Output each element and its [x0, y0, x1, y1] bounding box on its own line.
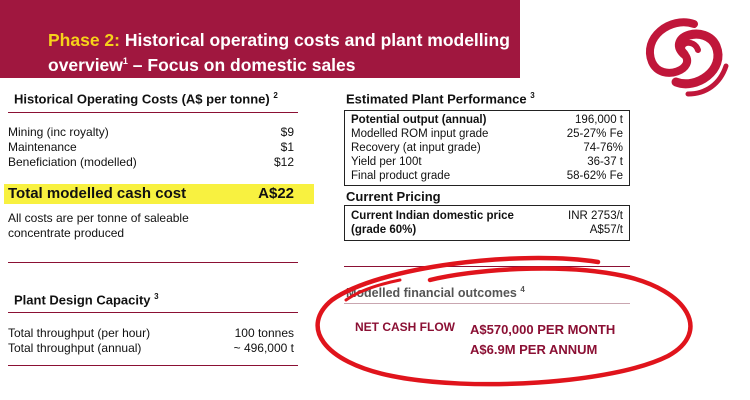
- cost-label: Beneficiation (modelled): [8, 155, 137, 169]
- performance-label: Modelled ROM input grade: [351, 128, 489, 140]
- title-part-2: overview: [48, 54, 123, 75]
- performance-label: Yield per 100t: [351, 156, 422, 168]
- pricing-table: Current Indian domestic price INR 2753/t…: [344, 205, 630, 241]
- performance-value: 58-62% Fe: [566, 170, 623, 182]
- design-capacity-bottom-divider: [8, 365, 298, 366]
- financial-outcomes-title: Modelled financial outcomes 4: [346, 285, 525, 300]
- cost-value: $1: [280, 140, 294, 154]
- historical-costs-footnote: 2: [273, 91, 278, 100]
- title-part-1: Historical operating costs and plant mod…: [119, 30, 510, 50]
- capacity-value: 100 tonnes: [234, 326, 294, 340]
- performance-value: 36-37 t: [587, 156, 623, 168]
- page-title: Phase 2: Historical operating costs and …: [48, 30, 518, 76]
- highlighter-mark: [4, 184, 314, 204]
- header-banner: Phase 2: Historical operating costs and …: [0, 0, 520, 78]
- phase-label: Phase 2:: [48, 30, 120, 50]
- performance-title: Estimated Plant Performance 3: [346, 91, 535, 106]
- capacity-label: Total throughput (annual): [8, 341, 142, 355]
- pricing-value-aud: A$57/t: [589, 224, 623, 236]
- performance-label: Final product grade: [351, 170, 451, 182]
- performance-table: Potential output (annual) 196,000 t Mode…: [344, 110, 630, 186]
- performance-label: Recovery (at input grade): [351, 142, 481, 154]
- performance-footnote: 3: [530, 91, 535, 100]
- net-cash-flow-annual: A$6.9M PER ANNUM: [470, 342, 598, 357]
- design-capacity-title-text: Plant Design Capacity: [14, 292, 151, 308]
- capacity-label: Total throughput (per hour): [8, 326, 151, 340]
- cost-label: Mining (inc royalty): [8, 125, 109, 139]
- total-cash-cost-label: Total modelled cash cost: [8, 185, 187, 202]
- title-part-3: – Focus on domestic sales: [127, 54, 356, 75]
- pricing-title: Current Pricing: [346, 189, 441, 204]
- pricing-bottom-divider: [344, 266, 630, 267]
- performance-title-text: Estimated Plant Performance: [346, 91, 527, 107]
- historical-costs-title: Historical Operating Costs (A$ per tonne…: [14, 91, 278, 106]
- pricing-grade-label: (grade 60%): [351, 224, 417, 236]
- design-capacity-title: Plant Design Capacity 3: [14, 292, 159, 307]
- total-cash-cost-value: A$22: [258, 185, 294, 202]
- title-footnote: 1: [122, 56, 128, 66]
- performance-value: 25-27% Fe: [566, 128, 623, 140]
- historical-costs-bottom-divider: [8, 262, 298, 263]
- cost-label: Maintenance: [8, 140, 77, 154]
- design-capacity-divider: [8, 312, 298, 313]
- cost-note: All costs are per tonne of saleable conc…: [8, 211, 189, 240]
- historical-costs-divider: [8, 112, 298, 113]
- pricing-label: Current Indian domestic price: [351, 210, 514, 222]
- cost-value: $12: [273, 155, 294, 169]
- capacity-value: ~ 496,000 t: [233, 341, 294, 355]
- financial-outcomes-title-text: Modelled financial outcomes: [346, 286, 517, 301]
- performance-value: 196,000 t: [575, 114, 623, 126]
- performance-value: 74-76%: [583, 142, 623, 154]
- net-cash-flow-monthly: A$570,000 PER MONTH: [470, 322, 616, 337]
- financial-divider: [344, 303, 630, 304]
- swirl-logo-icon: [646, 18, 729, 97]
- pricing-value-inr: INR 2753/t: [568, 210, 623, 222]
- net-cash-flow-label: NET CASH FLOW: [355, 320, 455, 334]
- performance-label: Potential output (annual): [351, 114, 487, 126]
- financial-outcomes-footnote: 4: [520, 285, 525, 294]
- design-capacity-footnote: 3: [154, 292, 159, 301]
- cost-value: $9: [280, 125, 294, 139]
- historical-costs-title-text: Historical Operating Costs (A$ per tonne…: [14, 91, 270, 107]
